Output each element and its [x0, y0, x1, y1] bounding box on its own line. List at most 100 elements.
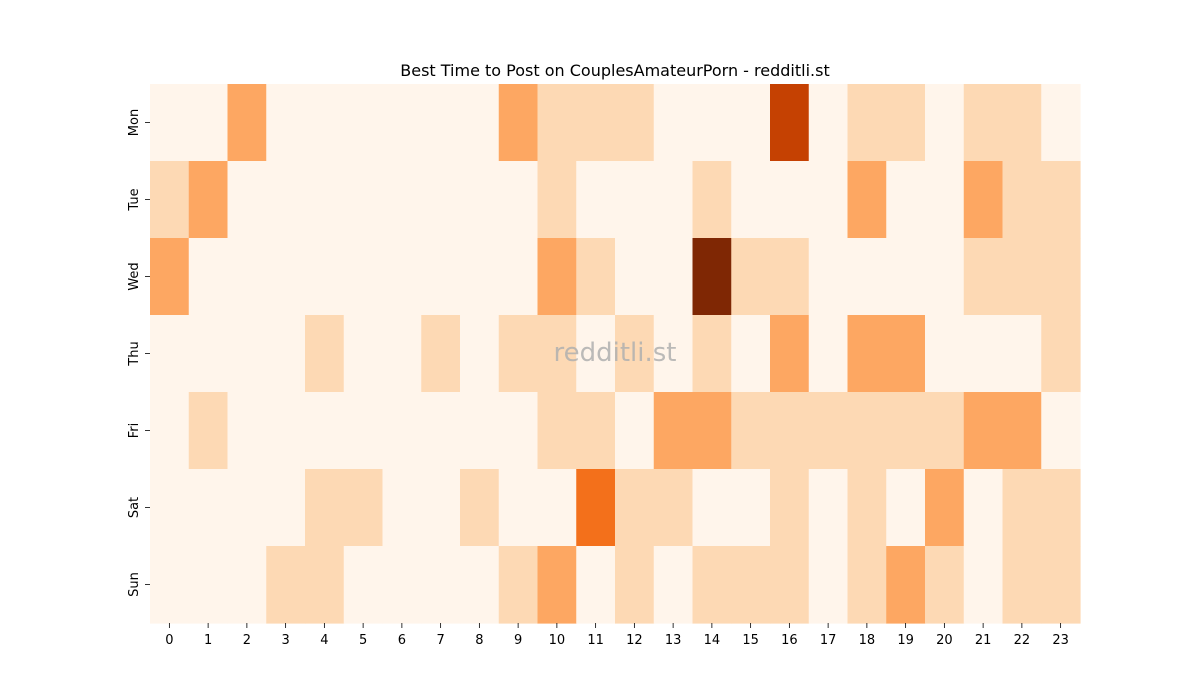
- heatmap-cell-fri-6: [382, 392, 422, 470]
- heatmap-cell-sun-17: [808, 546, 849, 624]
- heatmap-cell-thu-3: [266, 315, 306, 393]
- heatmap-cell-fri-4: [305, 392, 345, 470]
- x-tick-label: 22: [1014, 633, 1031, 648]
- heatmap-cell-sat-18: [847, 469, 887, 547]
- heatmap-cell-sun-14: [692, 546, 732, 624]
- x-tick-label: 8: [475, 633, 483, 648]
- heatmap-cell-thu-22: [1002, 315, 1042, 393]
- heatmap-cell-sat-6: [382, 469, 422, 547]
- heatmap-cell-mon-23: [1041, 84, 1081, 162]
- heatmap-cell-wed-0: [150, 238, 190, 316]
- heatmap-cell-wed-3: [266, 238, 306, 316]
- heatmap-cell-sat-17: [808, 469, 849, 547]
- heatmap-cell-wed-5: [343, 238, 384, 316]
- heatmap-cell-sun-1: [188, 546, 229, 624]
- heatmap-cell-sun-13: [653, 546, 694, 624]
- heatmap-cell-tue-22: [1002, 161, 1042, 239]
- heatmap-cell-sun-18: [847, 546, 887, 624]
- x-tick-label: 15: [742, 633, 759, 648]
- heatmap-cell-fri-12: [615, 392, 655, 470]
- heatmap-cell-tue-19: [886, 161, 926, 239]
- heatmap-cell-mon-21: [963, 84, 1004, 162]
- heatmap-cell-sun-10: [537, 546, 577, 624]
- heatmap-cell-sun-3: [266, 546, 306, 624]
- y-tick-label: Sun: [127, 572, 142, 597]
- heatmap-cell-mon-10: [537, 84, 577, 162]
- x-tick-label: 23: [1052, 633, 1069, 648]
- heatmap-cell-sat-11: [576, 469, 616, 547]
- heatmap-cell-thu-16: [770, 315, 810, 393]
- heatmap-cell-tue-18: [847, 161, 887, 239]
- heatmap-cell-thu-12: [615, 315, 655, 393]
- x-tick-label: 18: [859, 633, 876, 648]
- heatmap-cell-thu-9: [498, 315, 539, 393]
- heatmap-cells: [150, 84, 1081, 624]
- x-tick-label: 13: [665, 633, 682, 648]
- heatmap-cell-mon-17: [808, 84, 849, 162]
- heatmap-cell-wed-4: [305, 238, 345, 316]
- heatmap-cell-mon-7: [421, 84, 461, 162]
- heatmap-cell-tue-23: [1041, 161, 1081, 239]
- heatmap-cell-sun-4: [305, 546, 345, 624]
- heatmap-cell-sat-21: [963, 469, 1004, 547]
- heatmap-cell-fri-11: [576, 392, 616, 470]
- heatmap-cell-sat-8: [460, 469, 500, 547]
- heatmap-cell-tue-5: [343, 161, 384, 239]
- heatmap-cell-mon-2: [227, 84, 267, 162]
- heatmap-cell-mon-9: [498, 84, 539, 162]
- heatmap-cell-sun-20: [925, 546, 965, 624]
- heatmap-cell-wed-15: [731, 238, 771, 316]
- heatmap-cell-tue-11: [576, 161, 616, 239]
- heatmap-cell-mon-12: [615, 84, 655, 162]
- heatmap-cell-wed-18: [847, 238, 887, 316]
- heatmap-cell-tue-9: [498, 161, 539, 239]
- heatmap-cell-sat-15: [731, 469, 771, 547]
- heatmap-cell-sun-21: [963, 546, 1004, 624]
- heatmap-cell-thu-15: [731, 315, 771, 393]
- heatmap-cell-tue-8: [460, 161, 500, 239]
- heatmap-cell-fri-10: [537, 392, 577, 470]
- heatmap-cell-sat-12: [615, 469, 655, 547]
- heatmap-cell-tue-0: [150, 161, 190, 239]
- x-tick-label: 3: [281, 633, 289, 648]
- x-tick-label: 20: [936, 633, 953, 648]
- heatmap-cell-sat-2: [227, 469, 267, 547]
- heatmap-cell-sun-9: [498, 546, 539, 624]
- x-tick-label: 14: [704, 633, 721, 648]
- heatmap-cell-thu-14: [692, 315, 732, 393]
- heatmap-cell-tue-16: [770, 161, 810, 239]
- heatmap-cell-mon-6: [382, 84, 422, 162]
- x-axis: 0 1 2 3 4 5 6 7 8 9 10 11 12 13 14 15 16 17 18 19 20 21 22 23: [165, 623, 1069, 648]
- heatmap-cell-fri-15: [731, 392, 771, 470]
- heatmap-cell-thu-21: [963, 315, 1004, 393]
- heatmap-cell-wed-16: [770, 238, 810, 316]
- heatmap-cell-mon-15: [731, 84, 771, 162]
- heatmap-cell-wed-23: [1041, 238, 1081, 316]
- x-tick-label: 5: [359, 633, 367, 648]
- heatmap-cell-fri-7: [421, 392, 461, 470]
- heatmap-cell-wed-13: [653, 238, 694, 316]
- y-tick-label: Fri: [127, 423, 142, 439]
- heatmap-cell-fri-18: [847, 392, 887, 470]
- x-tick-label: 6: [398, 633, 406, 648]
- heatmap-cell-fri-9: [498, 392, 539, 470]
- heatmap-cell-wed-6: [382, 238, 422, 316]
- heatmap-cell-wed-10: [537, 238, 577, 316]
- heatmap-cell-wed-8: [460, 238, 500, 316]
- heatmap-cell-sun-7: [421, 546, 461, 624]
- heatmap-cell-fri-14: [692, 392, 732, 470]
- heatmap-cell-fri-22: [1002, 392, 1042, 470]
- heatmap-cell-sat-0: [150, 469, 190, 547]
- heatmap-cell-sat-20: [925, 469, 965, 547]
- heatmap-cell-mon-4: [305, 84, 345, 162]
- heatmap-cell-sat-10: [537, 469, 577, 547]
- heatmap-cell-thu-0: [150, 315, 190, 393]
- heatmap-cell-tue-12: [615, 161, 655, 239]
- heatmap-cell-sun-6: [382, 546, 422, 624]
- x-tick-label: 12: [626, 633, 643, 648]
- heatmap-cell-sat-14: [692, 469, 732, 547]
- heatmap-cell-sat-5: [343, 469, 384, 547]
- chart-title: Best Time to Post on CouplesAmateurPorn …: [400, 61, 829, 80]
- heatmap-cell-fri-17: [808, 392, 849, 470]
